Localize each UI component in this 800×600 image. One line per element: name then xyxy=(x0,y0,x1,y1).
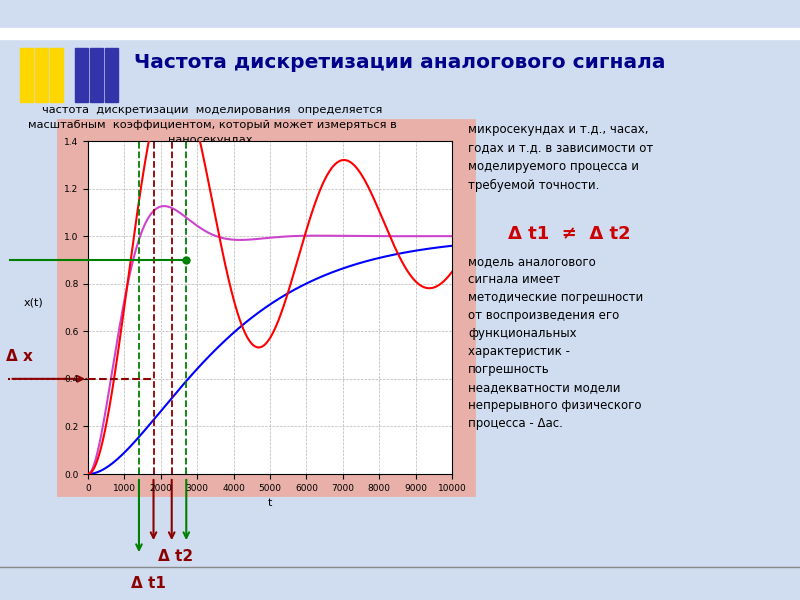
Text: Частота дискретизации аналогового сигнала: Частота дискретизации аналогового сигнал… xyxy=(134,53,666,73)
Text: микросекундах и т.д., часах,
годах и т.д. в зависимости от
моделируемого процесс: микросекундах и т.д., часах, годах и т.д… xyxy=(468,123,654,191)
Bar xyxy=(74,48,87,102)
Bar xyxy=(50,48,63,102)
X-axis label: t: t xyxy=(268,498,272,508)
Bar xyxy=(20,48,33,102)
Bar xyxy=(58,120,474,495)
Bar xyxy=(90,48,102,102)
Text: Δ x: Δ x xyxy=(6,349,34,364)
Bar xyxy=(105,48,118,102)
Text: Δ t1: Δ t1 xyxy=(131,576,166,591)
Y-axis label: x(t): x(t) xyxy=(23,298,43,307)
Text: модель аналогового
сигнала имеет
методические погрешности
от воспроизведения его: модель аналогового сигнала имеет методич… xyxy=(468,255,643,430)
Text: Δ t1  ≠  Δ t2: Δ t1 ≠ Δ t2 xyxy=(508,225,630,243)
Text: Δ t2: Δ t2 xyxy=(158,549,193,564)
Bar xyxy=(35,48,48,102)
Text: частота  дискретизации  моделирования  определяется
масштабным  коэффициентом, к: частота дискретизации моделирования опре… xyxy=(28,105,396,145)
Bar xyxy=(0,28,800,39)
